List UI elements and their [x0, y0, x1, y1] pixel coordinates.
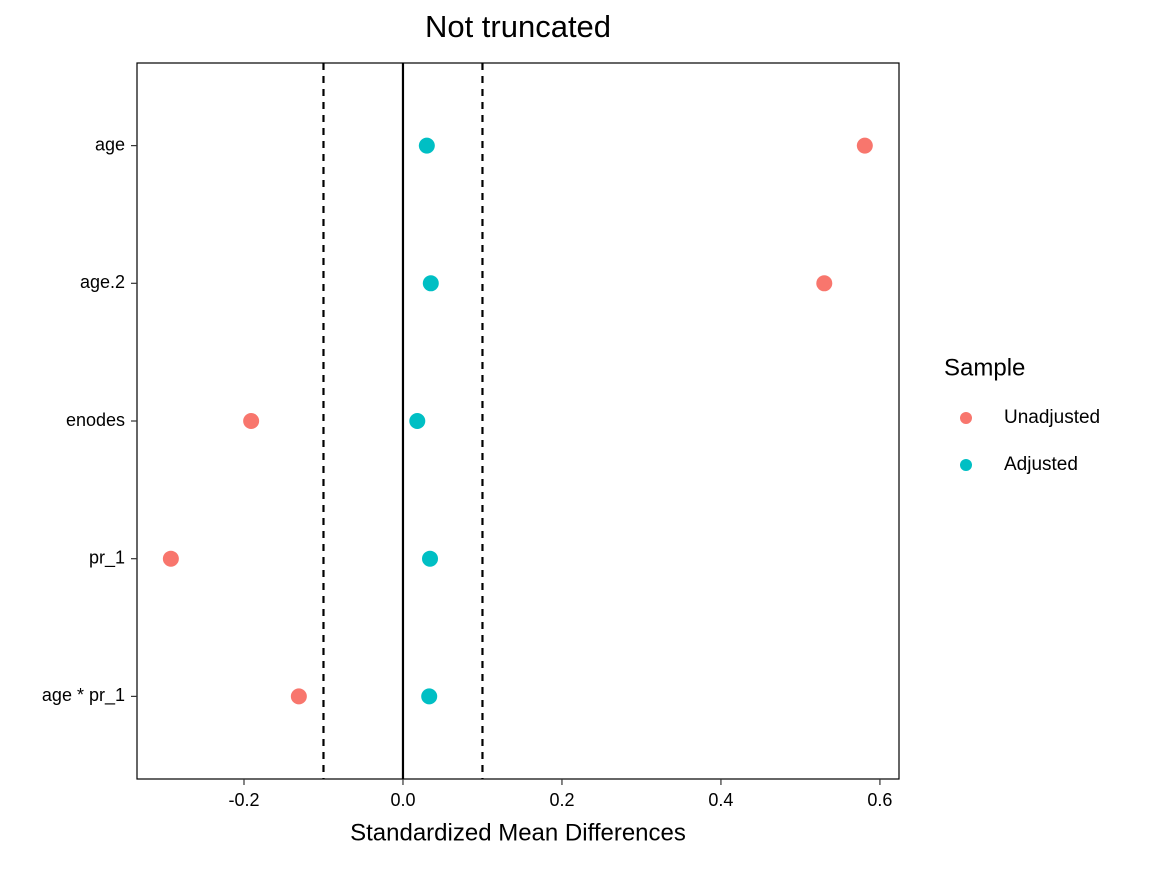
legend-label: Unadjusted	[1004, 407, 1100, 428]
legend-key	[960, 412, 972, 424]
point	[422, 550, 439, 567]
legend-title: Sample	[944, 354, 1025, 381]
chart-title: Not truncated	[425, 9, 611, 44]
x-tick-label: 0.2	[549, 790, 574, 810]
x-axis-title: Standardized Mean Differences	[350, 819, 686, 846]
legend-label: Adjusted	[1004, 454, 1078, 475]
x-tick-label: 0.0	[390, 790, 415, 810]
point	[418, 137, 435, 154]
point	[421, 688, 438, 705]
y-tick-label: enodes	[66, 410, 125, 430]
y-tick-label: age.2	[80, 272, 125, 292]
y-tick-label: pr_1	[89, 547, 125, 568]
x-tick-label: 0.4	[708, 790, 733, 810]
point	[422, 275, 439, 292]
x-tick-label: -0.2	[228, 790, 259, 810]
point	[856, 137, 873, 154]
legend-key	[960, 459, 972, 471]
point	[243, 413, 260, 429]
point	[816, 275, 833, 292]
y-tick-label: age	[95, 134, 125, 154]
point	[409, 413, 426, 429]
y-tick-label: age * pr_1	[42, 685, 125, 706]
x-tick-label: 0.6	[867, 790, 892, 810]
point	[162, 550, 179, 567]
point	[290, 688, 307, 705]
